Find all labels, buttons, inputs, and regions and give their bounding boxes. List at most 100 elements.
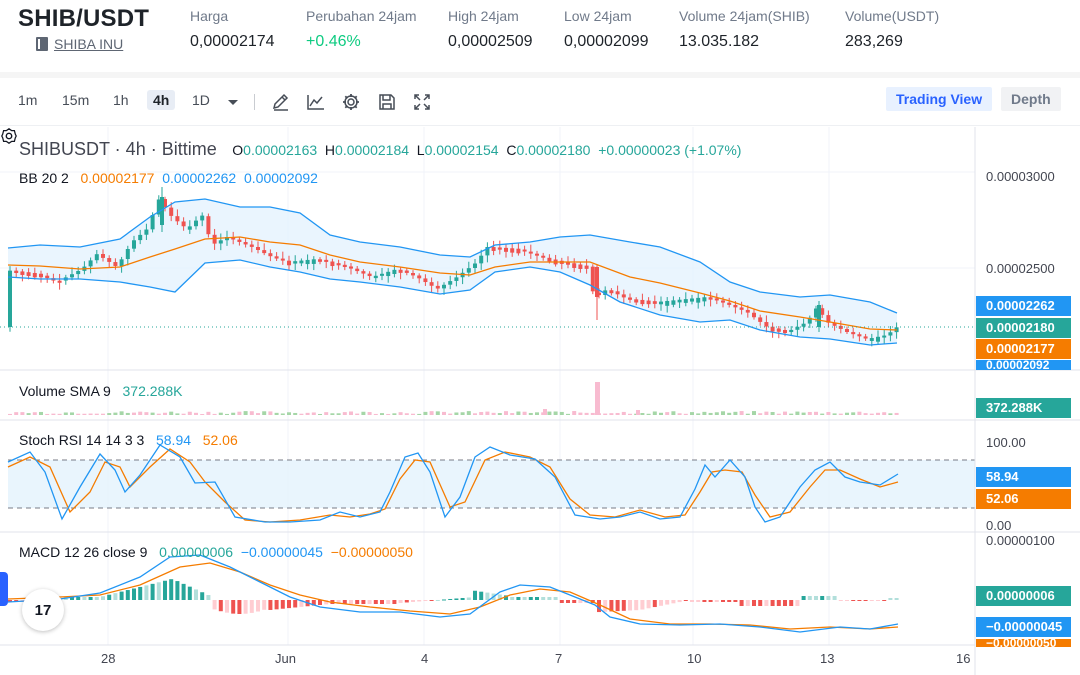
volume-bar (274, 412, 279, 415)
candle-body (783, 330, 787, 334)
price-chart[interactable]: SHIBUSDT · 4h · Bittime O0.00002163 H0.0… (0, 127, 1080, 675)
volume-bar (14, 412, 19, 415)
volume-bar (636, 410, 640, 415)
volume-bar (218, 412, 223, 415)
gear-icon[interactable] (341, 92, 361, 112)
tradingview-logo[interactable]: 17 (22, 589, 64, 631)
macd-histogram-bar (603, 600, 608, 612)
candle-body (150, 215, 155, 230)
candle-body (225, 237, 229, 241)
volume-bar (26, 413, 31, 415)
volume-bar (857, 411, 862, 415)
volume-bar (39, 411, 43, 415)
macd-histogram-bar (578, 600, 583, 603)
macd-legend: MACD 12 26 close 9 0.00000006 −0.0000004… (19, 544, 413, 560)
volume-bar (832, 413, 837, 415)
macd-histogram-bar (727, 600, 732, 602)
volume-bar (349, 411, 353, 415)
candle-body (628, 297, 632, 300)
candle-body (621, 294, 626, 298)
macd-histogram-bar (714, 600, 719, 602)
volume-bar (386, 413, 391, 415)
ohlc-close: 0.00002180 (516, 142, 591, 158)
volume-bar (745, 413, 750, 415)
stat-label: Volume 24jam(SHIB) (679, 8, 810, 24)
volume-bar (888, 413, 893, 415)
line-chart-icon[interactable] (306, 92, 326, 112)
chart-toolbar: 1m 15m 1h 4h 1D Trading View Depth (0, 78, 1080, 126)
timeframe-1h[interactable]: 1h (113, 92, 129, 108)
candle-body (256, 247, 260, 250)
macd-histogram-bar (206, 595, 211, 600)
candle-body (392, 269, 397, 274)
chart-canvas[interactable] (0, 127, 1080, 675)
drawing-panel-toggle[interactable] (0, 572, 8, 606)
bb-upper-line (7, 198, 898, 314)
candle-body (355, 268, 360, 272)
volume-bar (435, 411, 440, 415)
chart-settings-icon[interactable] (0, 127, 18, 145)
candle-body (690, 298, 694, 302)
timeframe-15m[interactable]: 15m (62, 92, 90, 108)
depth-button[interactable]: Depth (1001, 87, 1061, 111)
volume-bar (150, 412, 155, 415)
volume-bar (851, 412, 856, 415)
candle-body (752, 312, 756, 318)
candle-body (287, 260, 291, 266)
ohlc-open: 0.00002163 (243, 142, 318, 158)
volume-tag: 372.288K (976, 398, 1071, 418)
timeframe-1d[interactable]: 1D (192, 92, 210, 108)
macd-histogram-bar (615, 600, 620, 612)
macd-histogram-bar (597, 600, 601, 613)
coin-name[interactable]: SHIBA INU (54, 36, 124, 52)
macd-histogram-bar (745, 600, 750, 606)
bb-lower-line (7, 259, 898, 346)
stat-price: Harga 0,00002174 (190, 8, 275, 51)
candle-body (14, 270, 19, 273)
stat-value: +0.46% (306, 33, 361, 50)
stat-value: 283,269 (845, 33, 903, 50)
macd-histogram-bar (256, 600, 260, 612)
volume-bar (187, 411, 192, 415)
timeframe-4h[interactable]: 4h (147, 90, 176, 110)
candle-body (169, 207, 174, 216)
chevron-down-icon[interactable] (225, 94, 241, 110)
trading-view-button[interactable]: Trading View (886, 87, 993, 111)
coin-link[interactable]: SHIBA INU (36, 36, 123, 52)
candle-body (144, 229, 149, 235)
macd-histogram-bar (249, 600, 254, 613)
volume-bar (442, 411, 446, 415)
candle-body (845, 329, 849, 332)
macd-histogram-bar (150, 583, 155, 600)
macd-histogram-bar (553, 597, 558, 600)
volume-bar (125, 412, 130, 415)
macd-histogram-bar (783, 600, 787, 606)
volume-bar (305, 412, 310, 415)
fullscreen-icon[interactable] (412, 92, 432, 112)
macd-histogram-bar (646, 600, 651, 609)
volume-bar (423, 411, 428, 415)
timeframe-1m[interactable]: 1m (18, 92, 38, 108)
pencil-icon[interactable] (271, 92, 291, 112)
volume-bar (882, 412, 887, 415)
candle-body (448, 281, 453, 285)
volume-bar (510, 413, 515, 415)
candle-body (504, 247, 508, 252)
candle-body (696, 297, 701, 303)
macd-histogram-bar (876, 600, 880, 601)
x-axis-label: 13 (820, 651, 835, 666)
macd-histogram-bar (101, 596, 105, 600)
macd-histogram-bar (758, 600, 763, 606)
macd-histogram-bar (516, 597, 521, 600)
macd-histogram-bar (442, 599, 446, 601)
volume-bar (293, 412, 298, 415)
save-icon[interactable] (377, 92, 397, 112)
macd-histogram-bar (138, 586, 143, 600)
volume-bar (473, 413, 477, 415)
candle-body (373, 275, 378, 279)
macd-histogram-bar (776, 600, 781, 606)
volume-bar (466, 411, 471, 415)
macd-histogram-bar (869, 600, 874, 601)
candle-body (349, 266, 353, 269)
candle-body (869, 338, 874, 341)
